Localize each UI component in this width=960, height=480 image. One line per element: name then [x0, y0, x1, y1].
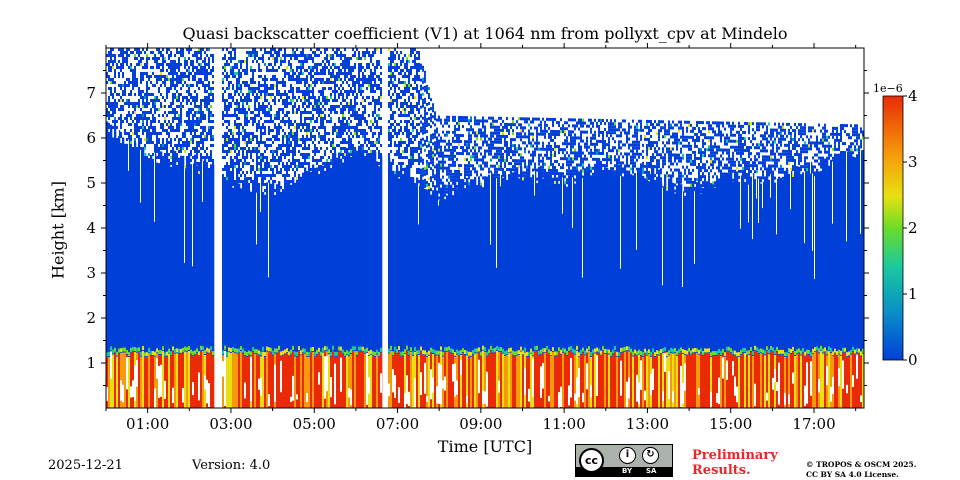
- cc-license-badge: cc i ↻ BY SA: [575, 444, 673, 477]
- y-tick-label: 2: [86, 309, 96, 327]
- x-tick-label: 01:00: [126, 415, 170, 433]
- x-tick-label: 09:00: [459, 415, 503, 433]
- heatmap-layer: [106, 48, 865, 408]
- x-tick-label: 03:00: [209, 415, 253, 433]
- x-tick-label: 11:00: [542, 415, 586, 433]
- x-tick-label: 17:00: [792, 415, 836, 433]
- axis-ticks: [101, 43, 907, 413]
- y-tick-label: 3: [86, 264, 96, 282]
- y-tick-label: 7: [86, 84, 96, 102]
- footer-version: Version: 4.0: [192, 458, 271, 473]
- by-label: BY: [622, 467, 633, 475]
- copyright-note: © TROPOS & OSCM 2025. CC BY SA 4.0 Licen…: [806, 460, 917, 479]
- colorbar-tick-label: 3: [908, 153, 918, 171]
- x-tick-label: 07:00: [375, 415, 420, 433]
- colorbar-tick-label: 2: [908, 219, 918, 237]
- y-axis-label: Height [km]: [48, 181, 68, 279]
- colorbar-tick-label: 1: [908, 285, 918, 303]
- colorbar-exponent: 1e−6: [873, 82, 903, 95]
- colorbar-tick-label: 4: [908, 87, 918, 105]
- colorbar-tick-label: 0: [908, 351, 918, 369]
- chart-title: Quasi backscatter coefficient (V1) at 10…: [182, 24, 788, 43]
- x-tick-label: 13:00: [625, 415, 670, 433]
- x-tick-label: 05:00: [292, 415, 336, 433]
- colorbar: [882, 95, 904, 361]
- footer-date: 2025-12-21: [48, 458, 123, 473]
- y-tick-label: 1: [86, 354, 96, 372]
- x-axis-label: Time [UTC]: [437, 437, 533, 456]
- x-tick-label: 15:00: [709, 415, 753, 433]
- sa-share-icon: ↻: [642, 447, 659, 464]
- preliminary-results-note: Preliminary Results.: [692, 448, 778, 478]
- y-tick-label: 6: [86, 129, 96, 147]
- y-tick-label: 4: [86, 219, 96, 237]
- sa-label: SA: [646, 467, 657, 475]
- cc-icon: cc: [579, 448, 604, 473]
- by-person-icon: i: [619, 447, 636, 464]
- y-tick-label: 5: [86, 174, 96, 192]
